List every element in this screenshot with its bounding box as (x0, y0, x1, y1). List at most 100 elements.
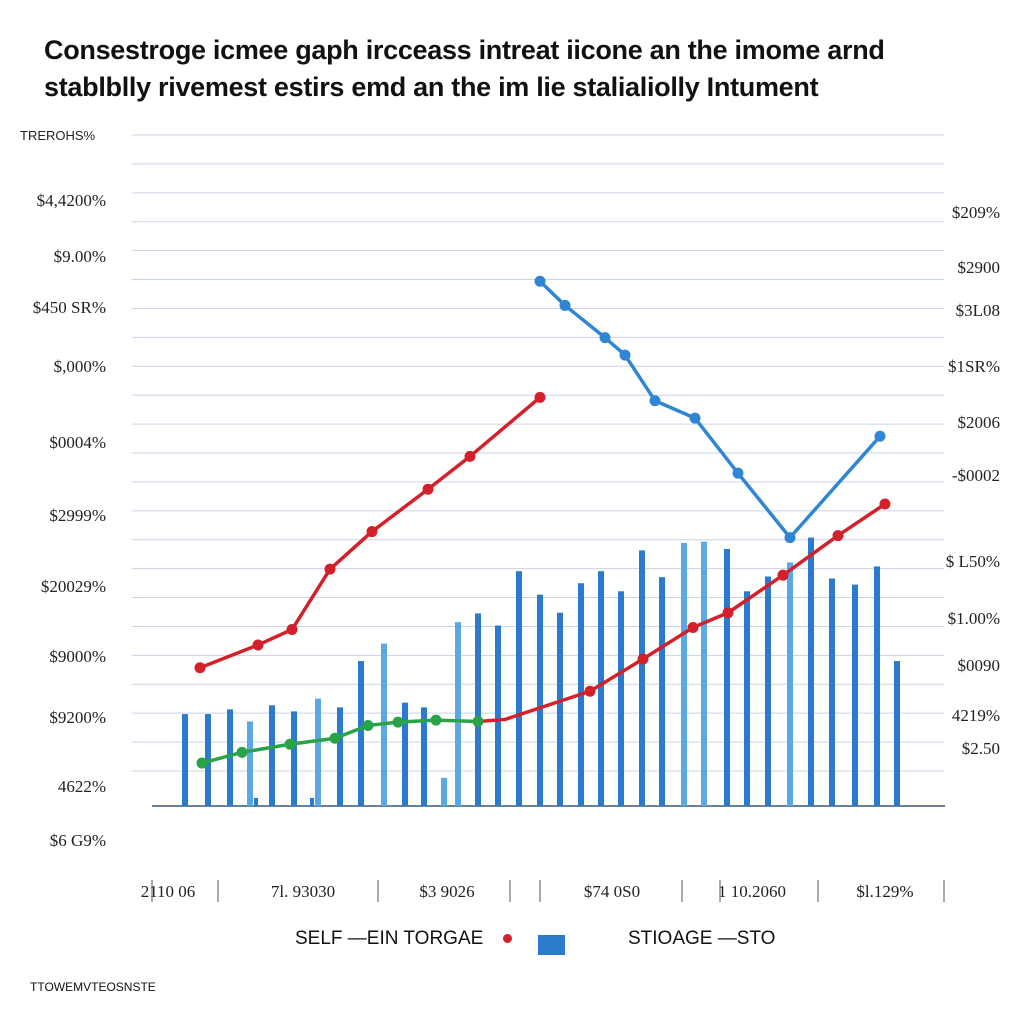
point-blue-7 (784, 532, 796, 544)
bar-33 (874, 566, 880, 806)
right-tick-7: $1.00% (948, 609, 1000, 628)
bar-32 (852, 584, 858, 806)
point-blue-4 (649, 395, 661, 407)
line-red-0 (199, 396, 542, 670)
left-tick-1: $9.00% (54, 247, 106, 266)
point-green-2 (284, 738, 296, 750)
bar-21 (618, 591, 624, 806)
legend-label-1: SELF —EIN TORGAE (295, 928, 484, 949)
x-tick-4: 1 10.2060 (718, 882, 786, 901)
bar-30 (808, 537, 814, 806)
point-red-7 (534, 391, 546, 403)
bar-20 (598, 571, 604, 806)
point-red-5 (422, 483, 434, 495)
bar-23 (659, 577, 665, 806)
x-tick-3: $74 0S0 (584, 882, 640, 901)
right-tick-1: $2900 (958, 258, 1001, 277)
line-green-0 (201, 718, 479, 765)
bar-4 (269, 705, 275, 806)
chart-title-line-2: stablblly rivemest estirs emd an the im … (44, 72, 819, 102)
point-green-5 (392, 716, 404, 728)
left-tick-9: 4622% (58, 777, 106, 796)
bar-0 (182, 714, 188, 806)
bar-stub-0 (254, 798, 258, 806)
bar-stub-1 (310, 798, 314, 806)
x-tick-0: 2110 06 (141, 882, 196, 901)
bar-31 (829, 578, 835, 806)
bar-17 (537, 594, 543, 806)
bar-15 (495, 625, 501, 806)
point-red-6 (464, 450, 476, 462)
point-green-6 (430, 714, 442, 726)
bar-14 (475, 613, 481, 806)
bar-27 (744, 591, 750, 806)
bar-34 (894, 661, 900, 806)
point-red-0 (194, 662, 206, 674)
point-blue-0 (534, 275, 546, 287)
point-red-12 (777, 569, 789, 581)
point-blue-6 (732, 467, 744, 479)
left-tick-4: $0004% (49, 433, 106, 452)
right-tick-3: $1SR% (948, 357, 1000, 376)
bar-28 (765, 576, 771, 806)
point-green-4 (362, 719, 374, 731)
legend-item-1: SELF —EIN TORGAE (295, 928, 512, 950)
bar-3 (247, 721, 253, 806)
right-tick-2: $3L08 (956, 301, 1000, 320)
point-blue-2 (599, 332, 611, 344)
point-red-11 (722, 607, 734, 619)
bar-24 (681, 542, 687, 806)
right-tick-10: $2.50 (962, 739, 1000, 758)
point-blue-8 (874, 430, 886, 442)
legend-item-2: STIOAGE —STO (628, 928, 775, 950)
point-blue-5 (689, 412, 701, 424)
point-red-14 (879, 498, 891, 510)
left-tick-8: $9200% (49, 708, 106, 727)
bar-2 (227, 709, 233, 806)
bar-10 (402, 702, 408, 806)
x-tick-5: $l.129% (856, 882, 913, 901)
left-tick-7: $9000% (49, 647, 106, 666)
chart-title: Consestroge icmee gaph ircceass intreat … (44, 32, 984, 106)
bar-7 (337, 707, 343, 806)
point-red-4 (366, 526, 378, 538)
point-red-13 (832, 530, 844, 542)
left-tick-10: $6 G9% (50, 831, 106, 850)
bar-29 (787, 562, 793, 806)
bar-5 (291, 711, 297, 806)
left-tick-3: $,000% (54, 357, 106, 376)
point-red-3 (324, 563, 336, 575)
bar-6 (315, 698, 321, 806)
point-red-2 (286, 624, 298, 636)
bar-series (182, 537, 900, 806)
legend-marker-blue (538, 935, 565, 955)
bar-26 (724, 549, 730, 806)
bar-25 (701, 541, 707, 806)
point-red-1 (252, 639, 264, 651)
point-green-3 (329, 732, 341, 744)
point-green-7 (472, 715, 484, 727)
point-red-10 (687, 622, 699, 634)
left-tick-2: $450 SR% (33, 298, 106, 317)
bar-8 (358, 661, 364, 806)
line-series (194, 275, 891, 769)
point-blue-3 (619, 349, 631, 361)
bar-13 (455, 622, 461, 806)
x-tick-2: $3 9026 (419, 882, 474, 901)
point-blue-1 (559, 299, 571, 311)
line-blue-0 (538, 280, 882, 540)
axis-ticks: $4,4200% $9.00% $450 SR% $,000% $0004% $2999%… (33, 191, 1000, 902)
right-tick-5: -$0002 (952, 466, 1000, 485)
point-green-1 (236, 746, 248, 758)
point-green-0 (196, 757, 208, 769)
right-tick-9: 4219% (952, 706, 1000, 725)
x-tick-1: 7l. 93030 (271, 882, 335, 901)
right-tick-6: $ L50% (946, 552, 1000, 571)
y-axis-label: TREROHS% (20, 128, 96, 143)
bar-18 (557, 612, 563, 806)
left-tick-6: $20029% (41, 577, 106, 596)
legend-marker-red (502, 934, 512, 944)
left-tick-0: $4,4200% (37, 191, 106, 210)
right-tick-8: $0090 (958, 656, 1001, 675)
